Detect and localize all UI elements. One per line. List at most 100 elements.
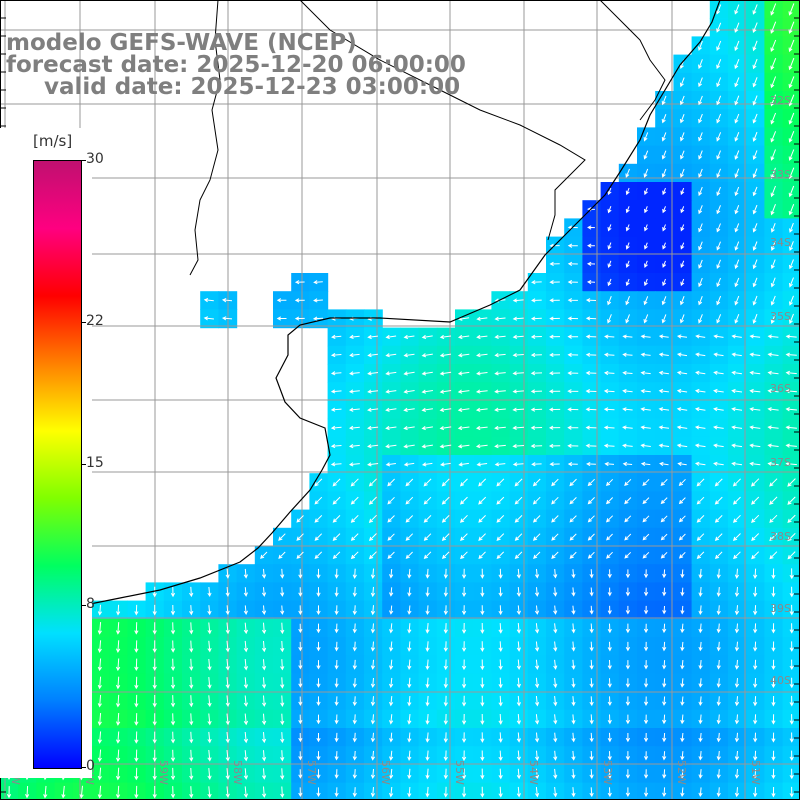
wind-arrow [694, 407, 706, 412]
wind-arrow [512, 352, 524, 358]
wind-arrow [367, 334, 378, 340]
wind-arrow [494, 444, 506, 449]
wind-arrow [571, 696, 576, 707]
wind-arrow [662, 751, 667, 761]
wind-arrow [643, 569, 649, 579]
wind-arrow [443, 641, 448, 652]
wind-arrow [640, 388, 651, 394]
wind-arrow [679, 314, 685, 324]
wind-arrow [494, 425, 506, 431]
wind-arrow [770, 39, 777, 52]
wind-arrow [749, 461, 761, 466]
wind-arrow [403, 462, 415, 467]
wind-arrow [225, 731, 230, 744]
wind-arrow [785, 388, 797, 394]
wind-arrow [698, 40, 703, 51]
wind-arrow [785, 352, 797, 357]
wind-arrow [752, 295, 758, 306]
wind-arrow [43, 785, 48, 799]
wind-arrow [716, 659, 721, 670]
wind-arrow [443, 587, 448, 597]
wind-arrow [480, 568, 485, 579]
colorbar-tickmark [81, 321, 86, 323]
wind-arrow [421, 407, 433, 412]
wind-arrow [716, 714, 721, 725]
latitude-label: 40S [770, 674, 791, 687]
wind-arrow [734, 769, 740, 779]
latitude-label: 33S [770, 168, 791, 181]
wind-arrow [680, 168, 685, 178]
wind-arrow [679, 95, 685, 106]
wind-arrow [607, 732, 612, 743]
wind-arrow [332, 515, 341, 523]
wind-arrow [189, 658, 194, 671]
wind-arrow [551, 551, 559, 559]
wind-arrow [752, 168, 758, 179]
wind-arrow [457, 444, 470, 449]
wind-arrow [443, 768, 448, 780]
wind-arrow [534, 659, 540, 670]
wind-arrow [607, 296, 612, 306]
wind-arrow [367, 407, 379, 412]
wind-arrow [587, 243, 595, 248]
wind-arrow [475, 407, 488, 412]
wind-arrow [769, 514, 778, 523]
wind-arrow [658, 370, 669, 375]
wind-arrow [407, 786, 412, 798]
wind-arrow [97, 731, 102, 744]
wind-arrow [298, 714, 303, 725]
wind-arrow [553, 659, 558, 670]
wind-arrow [532, 478, 541, 487]
wind-arrow [207, 786, 212, 799]
wind-arrow [498, 786, 503, 798]
wind-arrow [676, 407, 688, 412]
wind-arrow [189, 695, 194, 708]
wind-arrow [771, 677, 776, 689]
wind-arrow [476, 462, 488, 467]
wind-arrow [569, 478, 577, 487]
wind-arrow [261, 750, 267, 762]
wind-arrow [716, 77, 722, 88]
wind-arrow [714, 496, 723, 505]
wind-arrow [589, 623, 594, 634]
wind-arrow [494, 462, 506, 467]
wind-arrow [571, 732, 576, 743]
wind-arrow [680, 569, 685, 579]
wind-arrow [788, 149, 795, 161]
wind-arrow [531, 298, 542, 303]
wind-arrow [679, 77, 685, 88]
wind-arrow [280, 605, 285, 615]
wind-arrow [425, 732, 430, 743]
wind-arrow [567, 461, 578, 467]
wind-arrow [605, 478, 614, 487]
wind-arrow [769, 496, 778, 505]
wind-arrow [622, 389, 633, 394]
wind-arrow [698, 787, 703, 798]
longitude-label: 56W [379, 760, 392, 785]
wind-arrow [531, 462, 542, 467]
wind-arrow [698, 259, 703, 269]
wind-arrow [407, 605, 412, 615]
wind-arrow [405, 551, 413, 559]
wind-arrow [549, 316, 560, 321]
model-title: modelo GEFS-WAVE (NCEP) [6, 30, 357, 56]
wind-arrow [314, 478, 323, 487]
wind-arrow [389, 677, 394, 689]
wind-arrow [170, 749, 176, 762]
wind-arrow [367, 462, 379, 467]
wind-arrow [389, 587, 394, 597]
wind-arrow [348, 425, 360, 431]
wind-arrow [425, 714, 430, 725]
wind-arrow [785, 407, 797, 412]
wind-arrow [603, 352, 615, 357]
wind-arrow [553, 587, 558, 597]
wind-arrow [734, 750, 740, 761]
wind-arrow [334, 714, 339, 725]
wind-arrow [644, 242, 648, 250]
wind-arrow [243, 677, 249, 689]
wind-arrow [589, 732, 594, 743]
wind-arrow [439, 389, 452, 394]
wind-arrow [713, 443, 724, 448]
wind-arrow [607, 605, 612, 615]
wind-arrow [352, 605, 357, 616]
